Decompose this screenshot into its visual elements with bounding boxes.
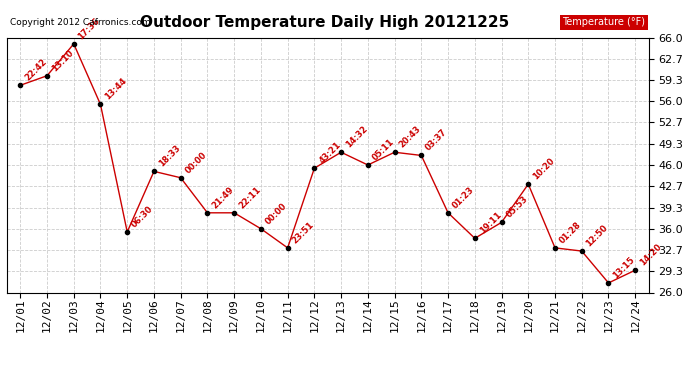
Text: 01:28: 01:28 <box>558 220 583 245</box>
Text: 22:11: 22:11 <box>237 184 262 210</box>
Text: 18:33: 18:33 <box>157 144 182 169</box>
Text: 17:36: 17:36 <box>77 16 101 41</box>
Text: Copyright 2012 Cafrronics.com: Copyright 2012 Cafrronics.com <box>10 18 150 27</box>
Text: 14:32: 14:32 <box>344 124 369 150</box>
Text: 23:51: 23:51 <box>290 220 316 245</box>
Text: 01:23: 01:23 <box>451 185 476 210</box>
Text: 00:00: 00:00 <box>264 201 288 226</box>
Text: Temperature (°F): Temperature (°F) <box>562 17 645 27</box>
Text: 43:21: 43:21 <box>317 140 342 165</box>
Text: Outdoor Temperature Daily High 20121225: Outdoor Temperature Daily High 20121225 <box>139 15 509 30</box>
Text: 13:10: 13:10 <box>50 48 75 73</box>
Text: 13:44: 13:44 <box>104 76 128 102</box>
Text: 10:20: 10:20 <box>531 156 556 182</box>
Text: 03:37: 03:37 <box>424 128 449 153</box>
Text: 05:53: 05:53 <box>504 194 529 220</box>
Text: 21:49: 21:49 <box>210 185 235 210</box>
Text: 05:11: 05:11 <box>371 137 396 162</box>
Text: 14:20: 14:20 <box>638 242 663 267</box>
Text: 06:30: 06:30 <box>130 204 155 229</box>
Text: 20:43: 20:43 <box>397 124 422 150</box>
Text: 00:00: 00:00 <box>184 150 208 175</box>
Text: 13:15: 13:15 <box>611 255 637 280</box>
Text: 12:50: 12:50 <box>584 223 610 248</box>
Text: 22:42: 22:42 <box>23 57 48 82</box>
Text: 19:11: 19:11 <box>477 210 503 236</box>
